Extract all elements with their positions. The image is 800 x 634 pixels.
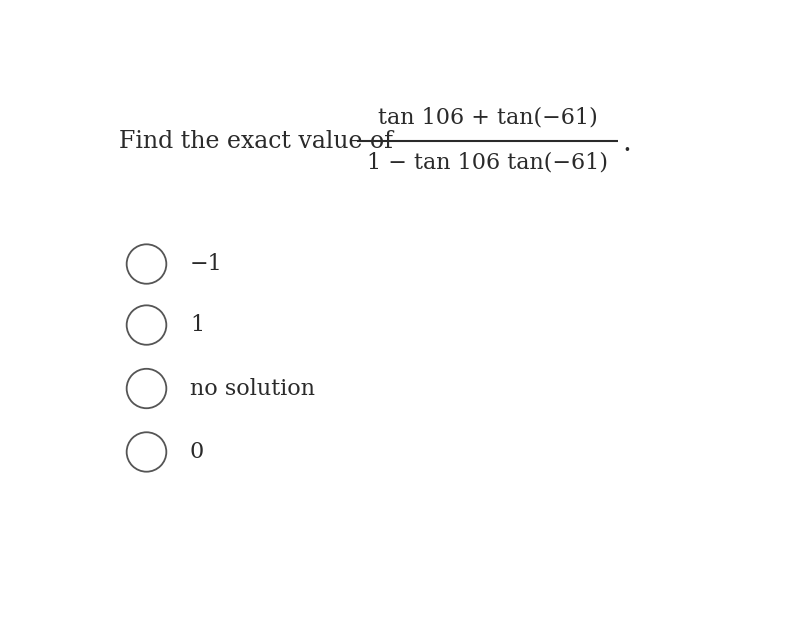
Text: −1: −1 bbox=[190, 253, 222, 275]
Ellipse shape bbox=[126, 432, 166, 472]
Text: 1 − tan 106 tan(−61): 1 − tan 106 tan(−61) bbox=[367, 152, 608, 174]
Text: 1: 1 bbox=[190, 314, 204, 336]
Text: no solution: no solution bbox=[190, 377, 315, 399]
Text: 0: 0 bbox=[190, 441, 204, 463]
Text: .: . bbox=[622, 130, 631, 157]
Text: Find the exact value of: Find the exact value of bbox=[118, 131, 393, 153]
Ellipse shape bbox=[126, 369, 166, 408]
Text: tan 106 + tan(−61): tan 106 + tan(−61) bbox=[378, 107, 598, 129]
Ellipse shape bbox=[126, 306, 166, 345]
Ellipse shape bbox=[126, 244, 166, 284]
